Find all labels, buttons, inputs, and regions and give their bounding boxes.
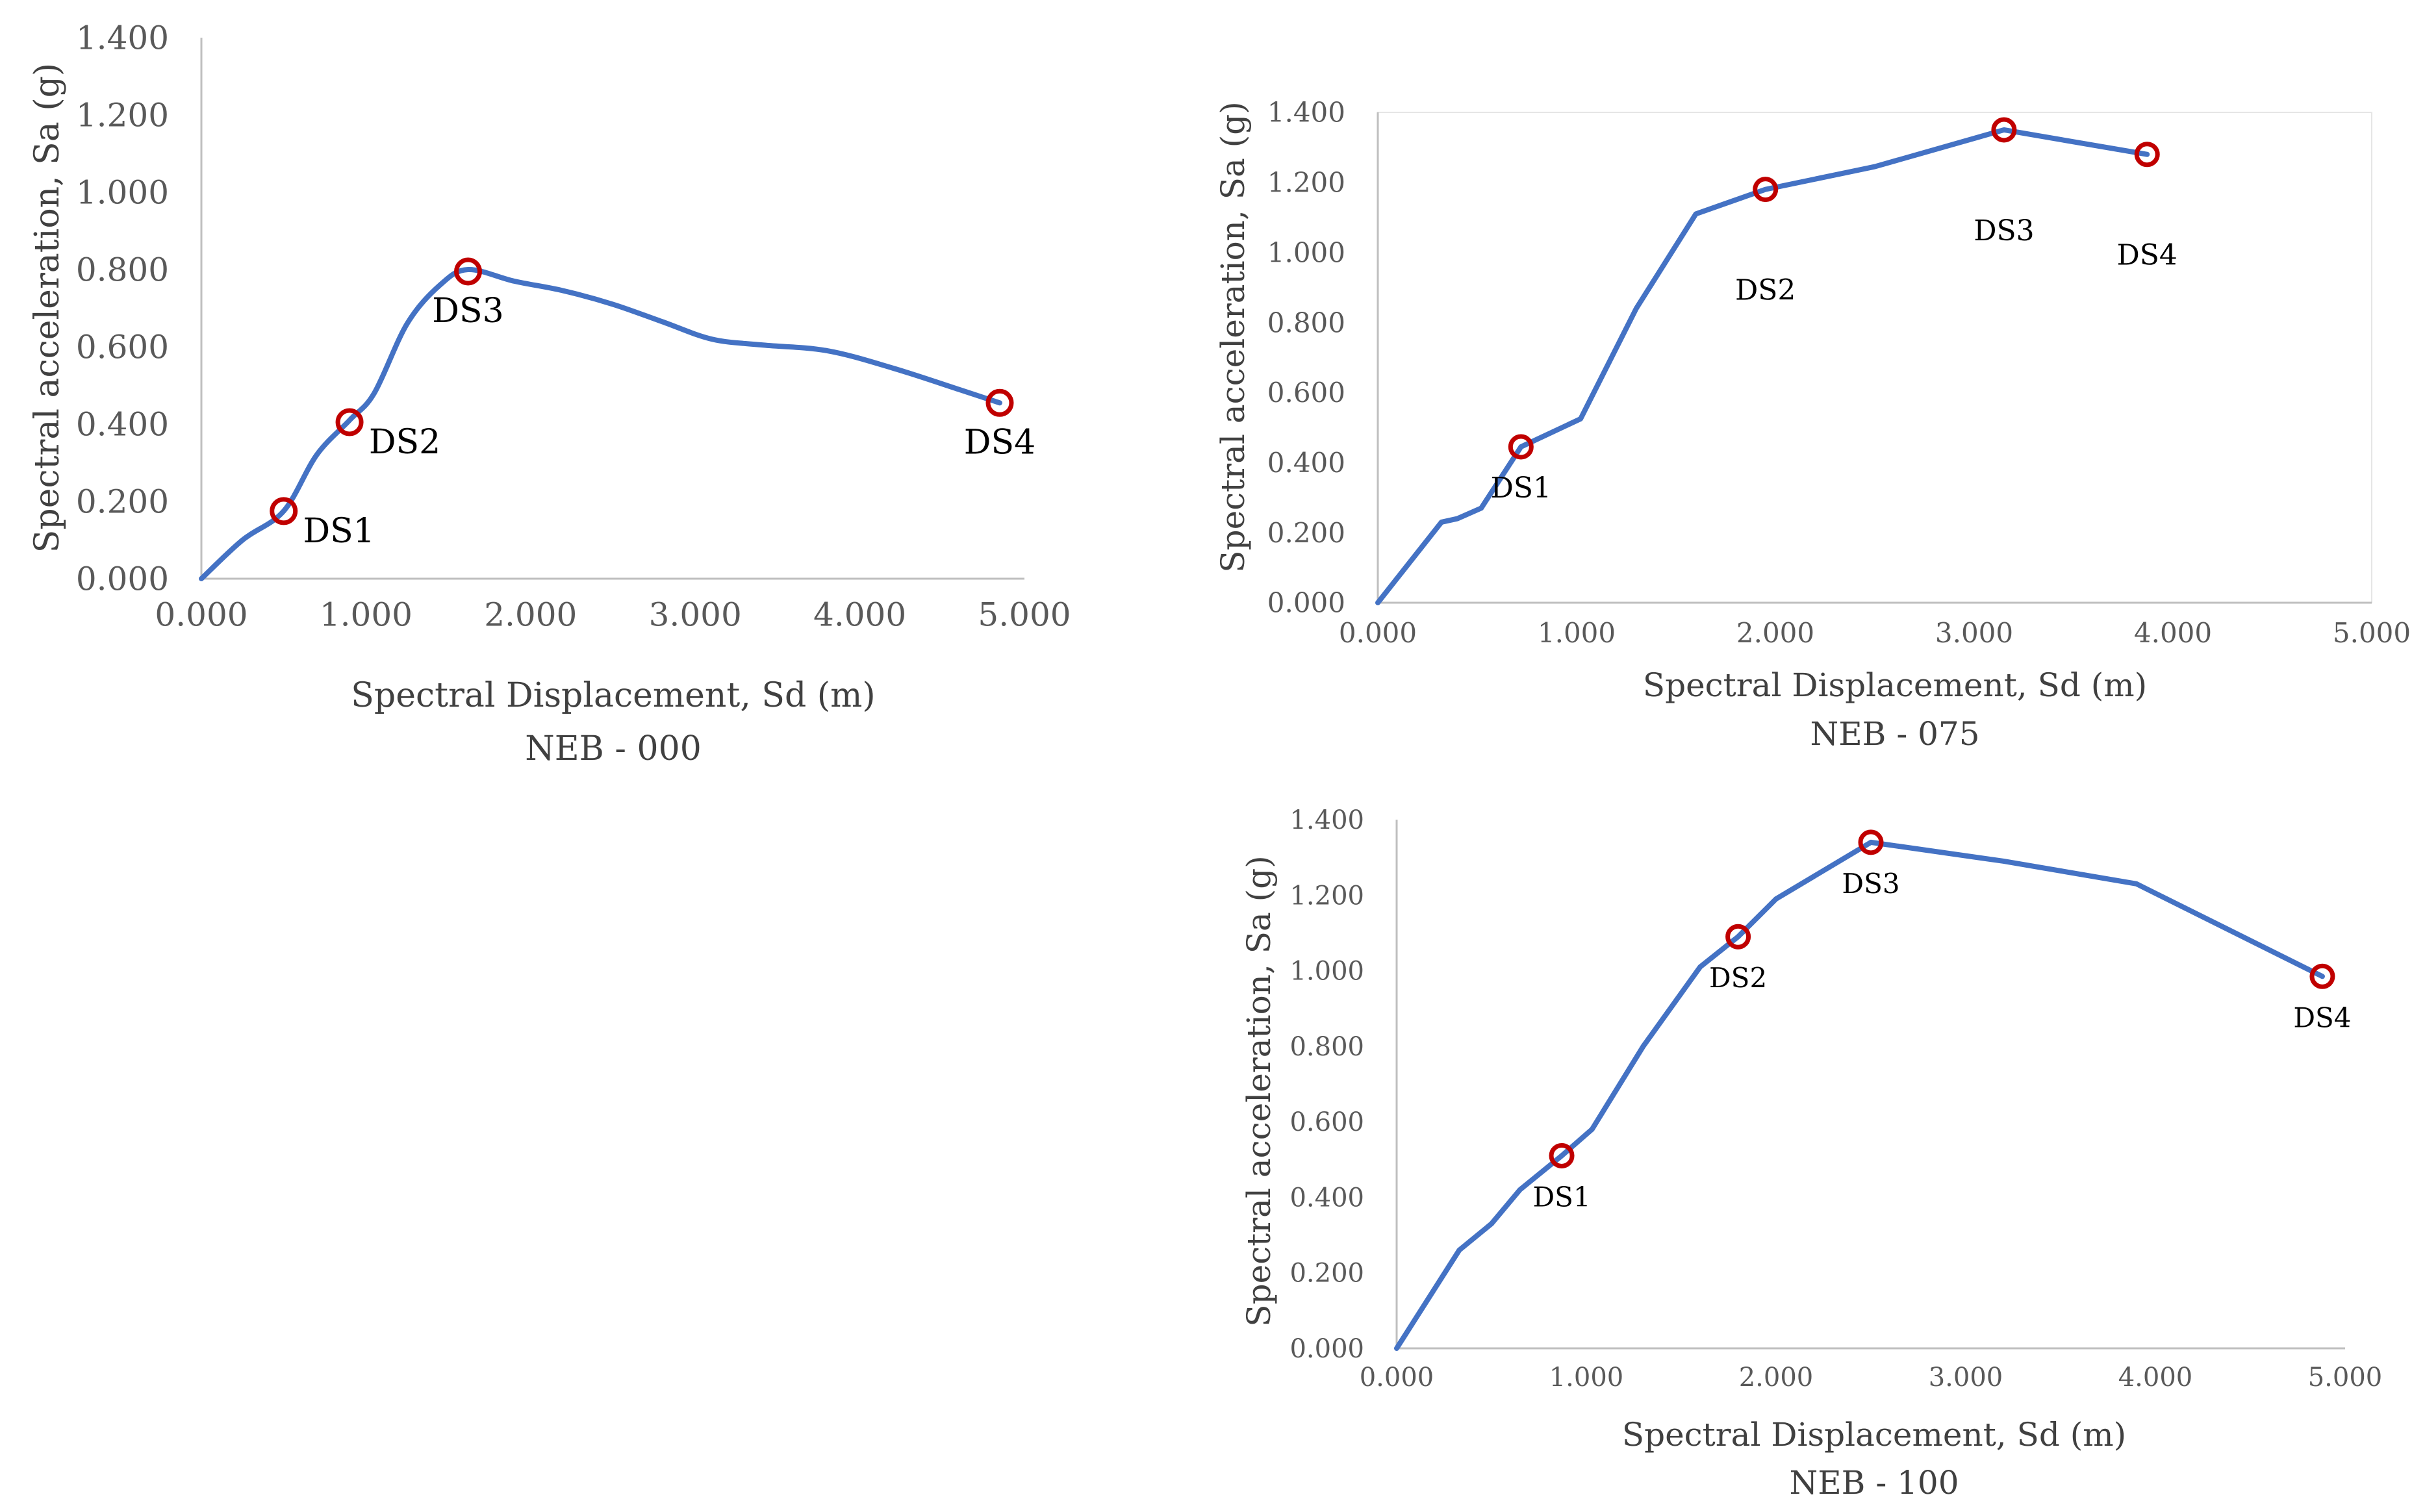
damage-state-marker-ds4 [985,388,1014,417]
y-ticks-neb000: 0.000 0.200 0.400 0.600 0.800 1.000 1.200 1.400 [76,19,169,598]
damage-state-markers-neb000: DS1 DS2 DS3 DS4 [270,257,1035,551]
x-tick-label: 3.000 [649,596,742,634]
x-tick-label: 4.000 [2118,1363,2193,1392]
damage-state-label-ds2: DS2 [1735,274,1796,307]
y-tick-label: 0.400 [1267,447,1345,479]
y-tick-label: 0.800 [1267,307,1345,338]
damage-state-label-ds4: DS4 [2293,1002,2351,1033]
damage-state-markers-neb100: DS1 DS2 DS3 DS4 [1532,829,2352,1213]
x-tick-label: 4.000 [813,596,906,634]
capacity-curve-neb075 [1375,127,2150,605]
y-tick-label: 0.800 [1289,1032,1364,1062]
y-tick-label: 0.200 [76,483,169,521]
x-tick-label: 2.000 [1736,617,1814,649]
y-tick-label: 0.200 [1267,517,1345,549]
chart-neb075: 0.000 0.200 0.400 0.600 0.800 1.000 1.200 1.400… [1214,97,2411,753]
x-tick-label: 5.000 [978,596,1071,634]
x-tick-label: 0.000 [155,596,248,634]
y-tick-label: 1.200 [1289,881,1364,911]
y-tick-label: 0.800 [76,251,169,289]
x-tick-label: 3.000 [1929,1363,2003,1392]
damage-state-label-ds3: DS3 [1974,214,2034,247]
damage-state-label-ds4: DS4 [964,423,1035,462]
x-ticks-neb100: 0.000 1.000 2.000 3.000 4.000 5.000 [1360,1363,2383,1392]
damage-state-marker-ds3 [454,257,483,286]
chart-title-neb075: NEB - 075 [1810,715,1979,753]
y-tick-label: 0.000 [76,561,169,598]
capacity-curve-neb000 [199,266,1002,581]
chart-neb000: 0.000 0.200 0.400 0.600 0.800 1.000 1.200 1.400… [28,19,1071,769]
x-tick-label: 1.000 [320,596,413,634]
x-tick-label: 0.000 [1360,1363,1434,1392]
x-tick-label: 2.000 [484,596,577,634]
y-tick-label: 0.000 [1289,1334,1364,1364]
damage-state-marker-ds4 [2309,963,2335,989]
x-axis-label-neb100: Spectral Displacement, Sd (m) [1622,1416,2126,1454]
damage-state-label-ds1: DS1 [303,512,374,551]
y-tick-label: 1.400 [76,19,169,57]
x-tick-label: 5.000 [2308,1363,2383,1392]
y-axis-label-neb075: Spectral acceleration, Sa (g) [1214,101,1252,572]
damage-state-label-ds2: DS2 [1709,962,1767,994]
x-axis-label-neb075: Spectral Displacement, Sd (m) [1643,666,2147,704]
y-tick-label: 0.600 [76,329,169,366]
y-axis-label-neb100: Spectral acceleration, Sa (g) [1240,855,1278,1326]
y-tick-label: 1.400 [1267,97,1345,129]
x-ticks-neb075: 0.000 1.000 2.000 3.000 4.000 5.000 [1339,617,2411,649]
capacity-curve-neb100 [1394,839,2325,1351]
y-tick-label: 0.400 [76,406,169,444]
damage-state-label-ds3: DS3 [432,292,503,331]
chart-title-neb100: NEB - 100 [1789,1464,1959,1502]
damage-state-marker-ds3 [1858,829,1884,855]
y-tick-label: 0.200 [1289,1259,1364,1289]
x-tick-label: 0.000 [1339,617,1417,649]
damage-state-marker-ds2 [335,408,364,436]
y-tick-label: 1.000 [1289,957,1364,987]
y-tick-label: 1.000 [1267,236,1345,268]
damage-state-marker-ds4 [2134,142,2160,168]
damage-state-label-ds3: DS3 [1842,868,1899,900]
damage-state-marker-ds3 [1991,117,2017,143]
x-ticks-neb000: 0.000 1.000 2.000 3.000 4.000 5.000 [155,596,1071,634]
x-tick-label: 4.000 [2134,617,2212,649]
y-tick-label: 0.600 [1289,1107,1364,1137]
y-ticks-neb100: 0.000 0.200 0.400 0.600 0.800 1.000 1.200 1.400 [1289,805,1364,1364]
chart-title-neb000: NEB - 000 [525,729,702,768]
damage-state-marker-ds1 [1508,434,1534,460]
y-tick-label: 1.000 [76,174,169,212]
y-tick-label: 0.400 [1289,1183,1364,1213]
damage-state-marker-ds1 [270,497,298,525]
y-tick-label: 1.400 [1289,805,1364,835]
x-tick-label: 1.000 [1549,1363,1624,1392]
plot-area-neb075 [1377,112,2372,603]
plot-area-neb000 [201,38,1024,579]
y-tick-label: 0.000 [1267,587,1345,619]
y-tick-label: 1.200 [76,97,169,134]
damage-state-marker-ds2 [1725,924,1751,950]
damage-state-label-ds4: DS4 [2117,239,2177,272]
y-ticks-neb075: 0.000 0.200 0.400 0.600 0.800 1.000 1.200 1.400 [1267,97,1345,619]
chart-neb100: 0.000 0.200 0.400 0.600 0.800 1.000 1.200 1.400… [1240,805,2382,1502]
damage-state-marker-ds1 [1549,1142,1575,1168]
damage-state-markers-neb075: DS1 DS2 DS3 DS4 [1491,117,2177,505]
y-tick-label: 1.200 [1267,167,1345,199]
x-tick-label: 1.000 [1538,617,1616,649]
x-tick-label: 3.000 [1935,617,2013,649]
x-tick-label: 2.000 [1739,1363,1814,1392]
y-tick-label: 0.600 [1267,377,1345,409]
damage-state-label-ds1: DS1 [1491,472,1551,505]
x-axis-label-neb000: Spectral Displacement, Sd (m) [351,676,875,715]
damage-state-label-ds1: DS1 [1532,1181,1590,1213]
y-axis-label-neb000: Spectral acceleration, Sa (g) [28,63,67,553]
damage-state-marker-ds2 [1753,177,1779,203]
damage-state-label-ds2: DS2 [369,423,440,462]
x-tick-label: 5.000 [2333,617,2411,649]
